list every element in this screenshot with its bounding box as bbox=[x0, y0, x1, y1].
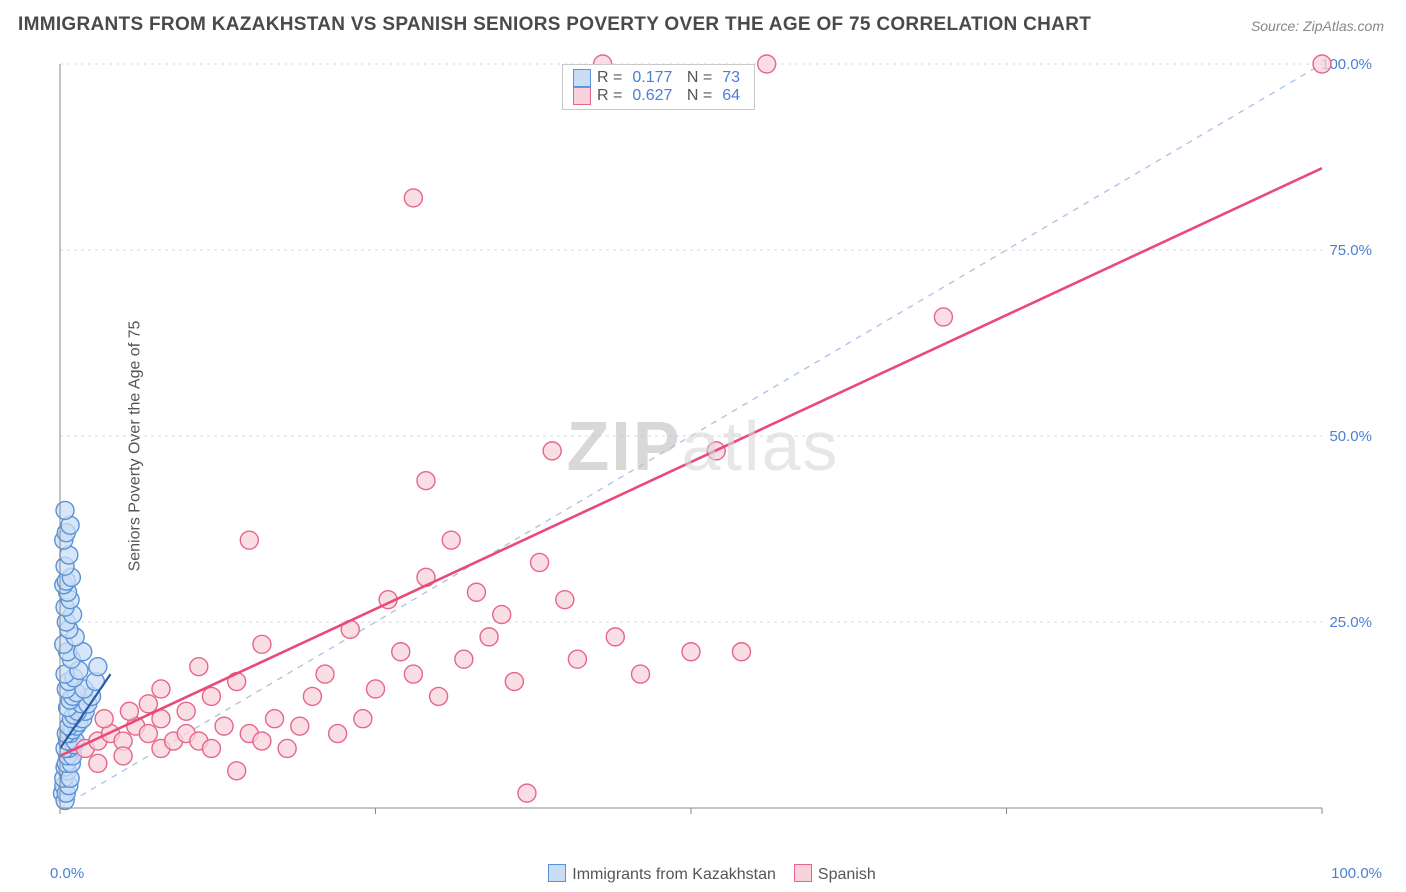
data-point bbox=[240, 531, 258, 549]
y-tick-label: 75.0% bbox=[1329, 242, 1372, 259]
data-point bbox=[354, 710, 372, 728]
data-point bbox=[89, 658, 107, 676]
data-point bbox=[190, 658, 208, 676]
data-point bbox=[543, 442, 561, 460]
data-point bbox=[253, 732, 271, 750]
correlation-row: R =0.627 N =64 bbox=[573, 87, 744, 105]
data-point bbox=[404, 665, 422, 683]
data-point bbox=[404, 189, 422, 207]
data-point bbox=[177, 702, 195, 720]
legend-label: Spanish bbox=[818, 866, 876, 883]
legend-swatch bbox=[794, 864, 812, 882]
data-point bbox=[329, 725, 347, 743]
data-point bbox=[202, 739, 220, 757]
data-point bbox=[606, 628, 624, 646]
data-point bbox=[417, 472, 435, 490]
data-point bbox=[253, 635, 271, 653]
chart-title: IMMIGRANTS FROM KAZAKHSTAN VS SPANISH SE… bbox=[18, 14, 1091, 36]
data-point bbox=[215, 717, 233, 735]
y-tick-label: 50.0% bbox=[1329, 428, 1372, 445]
data-point bbox=[505, 673, 523, 691]
data-point bbox=[493, 606, 511, 624]
data-point bbox=[682, 643, 700, 661]
data-point bbox=[934, 308, 952, 326]
data-point bbox=[152, 680, 170, 698]
data-point bbox=[632, 665, 650, 683]
data-point bbox=[442, 531, 460, 549]
data-point bbox=[556, 591, 574, 609]
source-label: Source: ZipAtlas.com bbox=[1251, 18, 1384, 34]
legend-label: Immigrants from Kazakhstan bbox=[572, 866, 776, 883]
data-point bbox=[367, 680, 385, 698]
data-point bbox=[202, 687, 220, 705]
data-point bbox=[467, 583, 485, 601]
data-point bbox=[316, 665, 334, 683]
data-point bbox=[56, 501, 74, 519]
data-point bbox=[228, 762, 246, 780]
y-tick-label: 25.0% bbox=[1329, 614, 1372, 631]
data-point bbox=[430, 687, 448, 705]
data-point bbox=[480, 628, 498, 646]
data-point bbox=[278, 739, 296, 757]
scatter-plot: 25.0%50.0%75.0%100.0% bbox=[52, 48, 1382, 840]
series-legend: Immigrants from Kazakhstan Spanish bbox=[0, 864, 1406, 884]
data-point bbox=[455, 650, 473, 668]
data-point bbox=[114, 747, 132, 765]
correlation-legend: R =0.177 N =73R =0.627 N =64 bbox=[562, 64, 755, 110]
data-point bbox=[1313, 55, 1331, 73]
data-point bbox=[303, 687, 321, 705]
data-point bbox=[392, 643, 410, 661]
data-point bbox=[95, 710, 113, 728]
data-point bbox=[758, 55, 776, 73]
data-point bbox=[518, 784, 536, 802]
data-point bbox=[291, 717, 309, 735]
legend-swatch bbox=[548, 864, 566, 882]
data-point bbox=[139, 695, 157, 713]
regression-line bbox=[60, 168, 1322, 756]
data-point bbox=[266, 710, 284, 728]
data-point bbox=[568, 650, 586, 668]
data-point bbox=[531, 553, 549, 571]
data-point bbox=[120, 702, 138, 720]
data-point bbox=[139, 725, 157, 743]
data-point bbox=[732, 643, 750, 661]
correlation-row: R =0.177 N =73 bbox=[573, 69, 744, 87]
data-point bbox=[89, 754, 107, 772]
